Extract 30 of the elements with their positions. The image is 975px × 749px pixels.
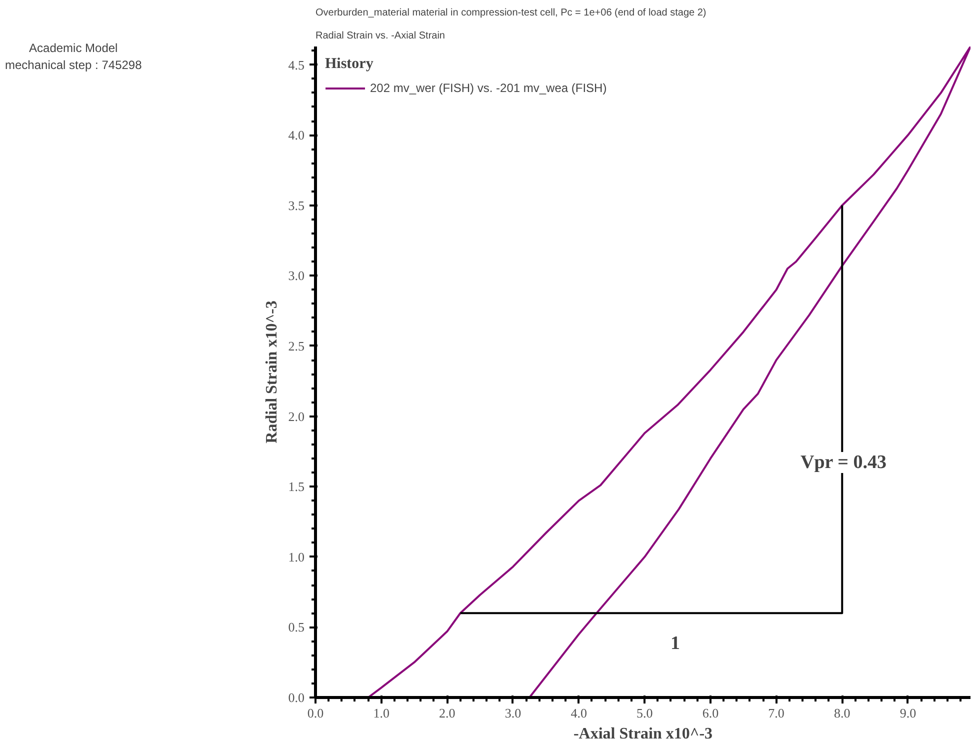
text: mechanical step : 745298 [5, 57, 142, 74]
x-tick-label: 5.0 [636, 706, 653, 720]
x-tick-label: 3.0 [504, 706, 522, 720]
chart-title: Overburden_material material in compression-test cell, Pc = 1e+06 (end of load stage 2) [316, 8, 706, 18]
chart-subtitle: Radial Strain vs. -Axial Strain [316, 30, 445, 42]
x-tick-label: 4.0 [570, 706, 587, 720]
y-tick-label: 2.0 [288, 408, 304, 424]
y-tick-label: 0.0 [288, 690, 304, 705]
x-tick-label: 9.0 [900, 706, 916, 720]
x-tick-label: 2.0 [439, 706, 456, 720]
x-tick-label: 0.0 [307, 706, 324, 720]
x-tick-label: 1.0 [373, 706, 390, 720]
y-tick-label: 3.5 [288, 198, 304, 213]
x-tick-label: 8.0 [834, 706, 850, 720]
annotation: 1 [670, 633, 680, 654]
y-tick-label: 1.5 [288, 479, 304, 494]
y-tick-label: 4.5 [288, 57, 304, 72]
legend-title: History [325, 56, 374, 73]
y-axis-title: Radial Strain x10^-3 [263, 300, 280, 444]
annotation: Vpr = 0.43 [800, 452, 886, 473]
y-tick-label: 4.0 [288, 128, 304, 143]
x-axis-title: -Axial Strain x10^-3 [573, 726, 713, 742]
text: Academic Model [28, 40, 119, 57]
x-tick-label: 6.0 [702, 706, 719, 720]
y-tick-label: 3.0 [288, 268, 304, 284]
y-tick-label: 0.5 [288, 620, 304, 635]
x-tick-label: 7.0 [768, 706, 784, 720]
y-tick-label: 2.5 [288, 338, 304, 354]
y-tick-label: 1.0 [288, 549, 304, 564]
legend-label: 202 mv_wer (FISH) vs. -201 mv_wea (FISH) [370, 81, 607, 95]
